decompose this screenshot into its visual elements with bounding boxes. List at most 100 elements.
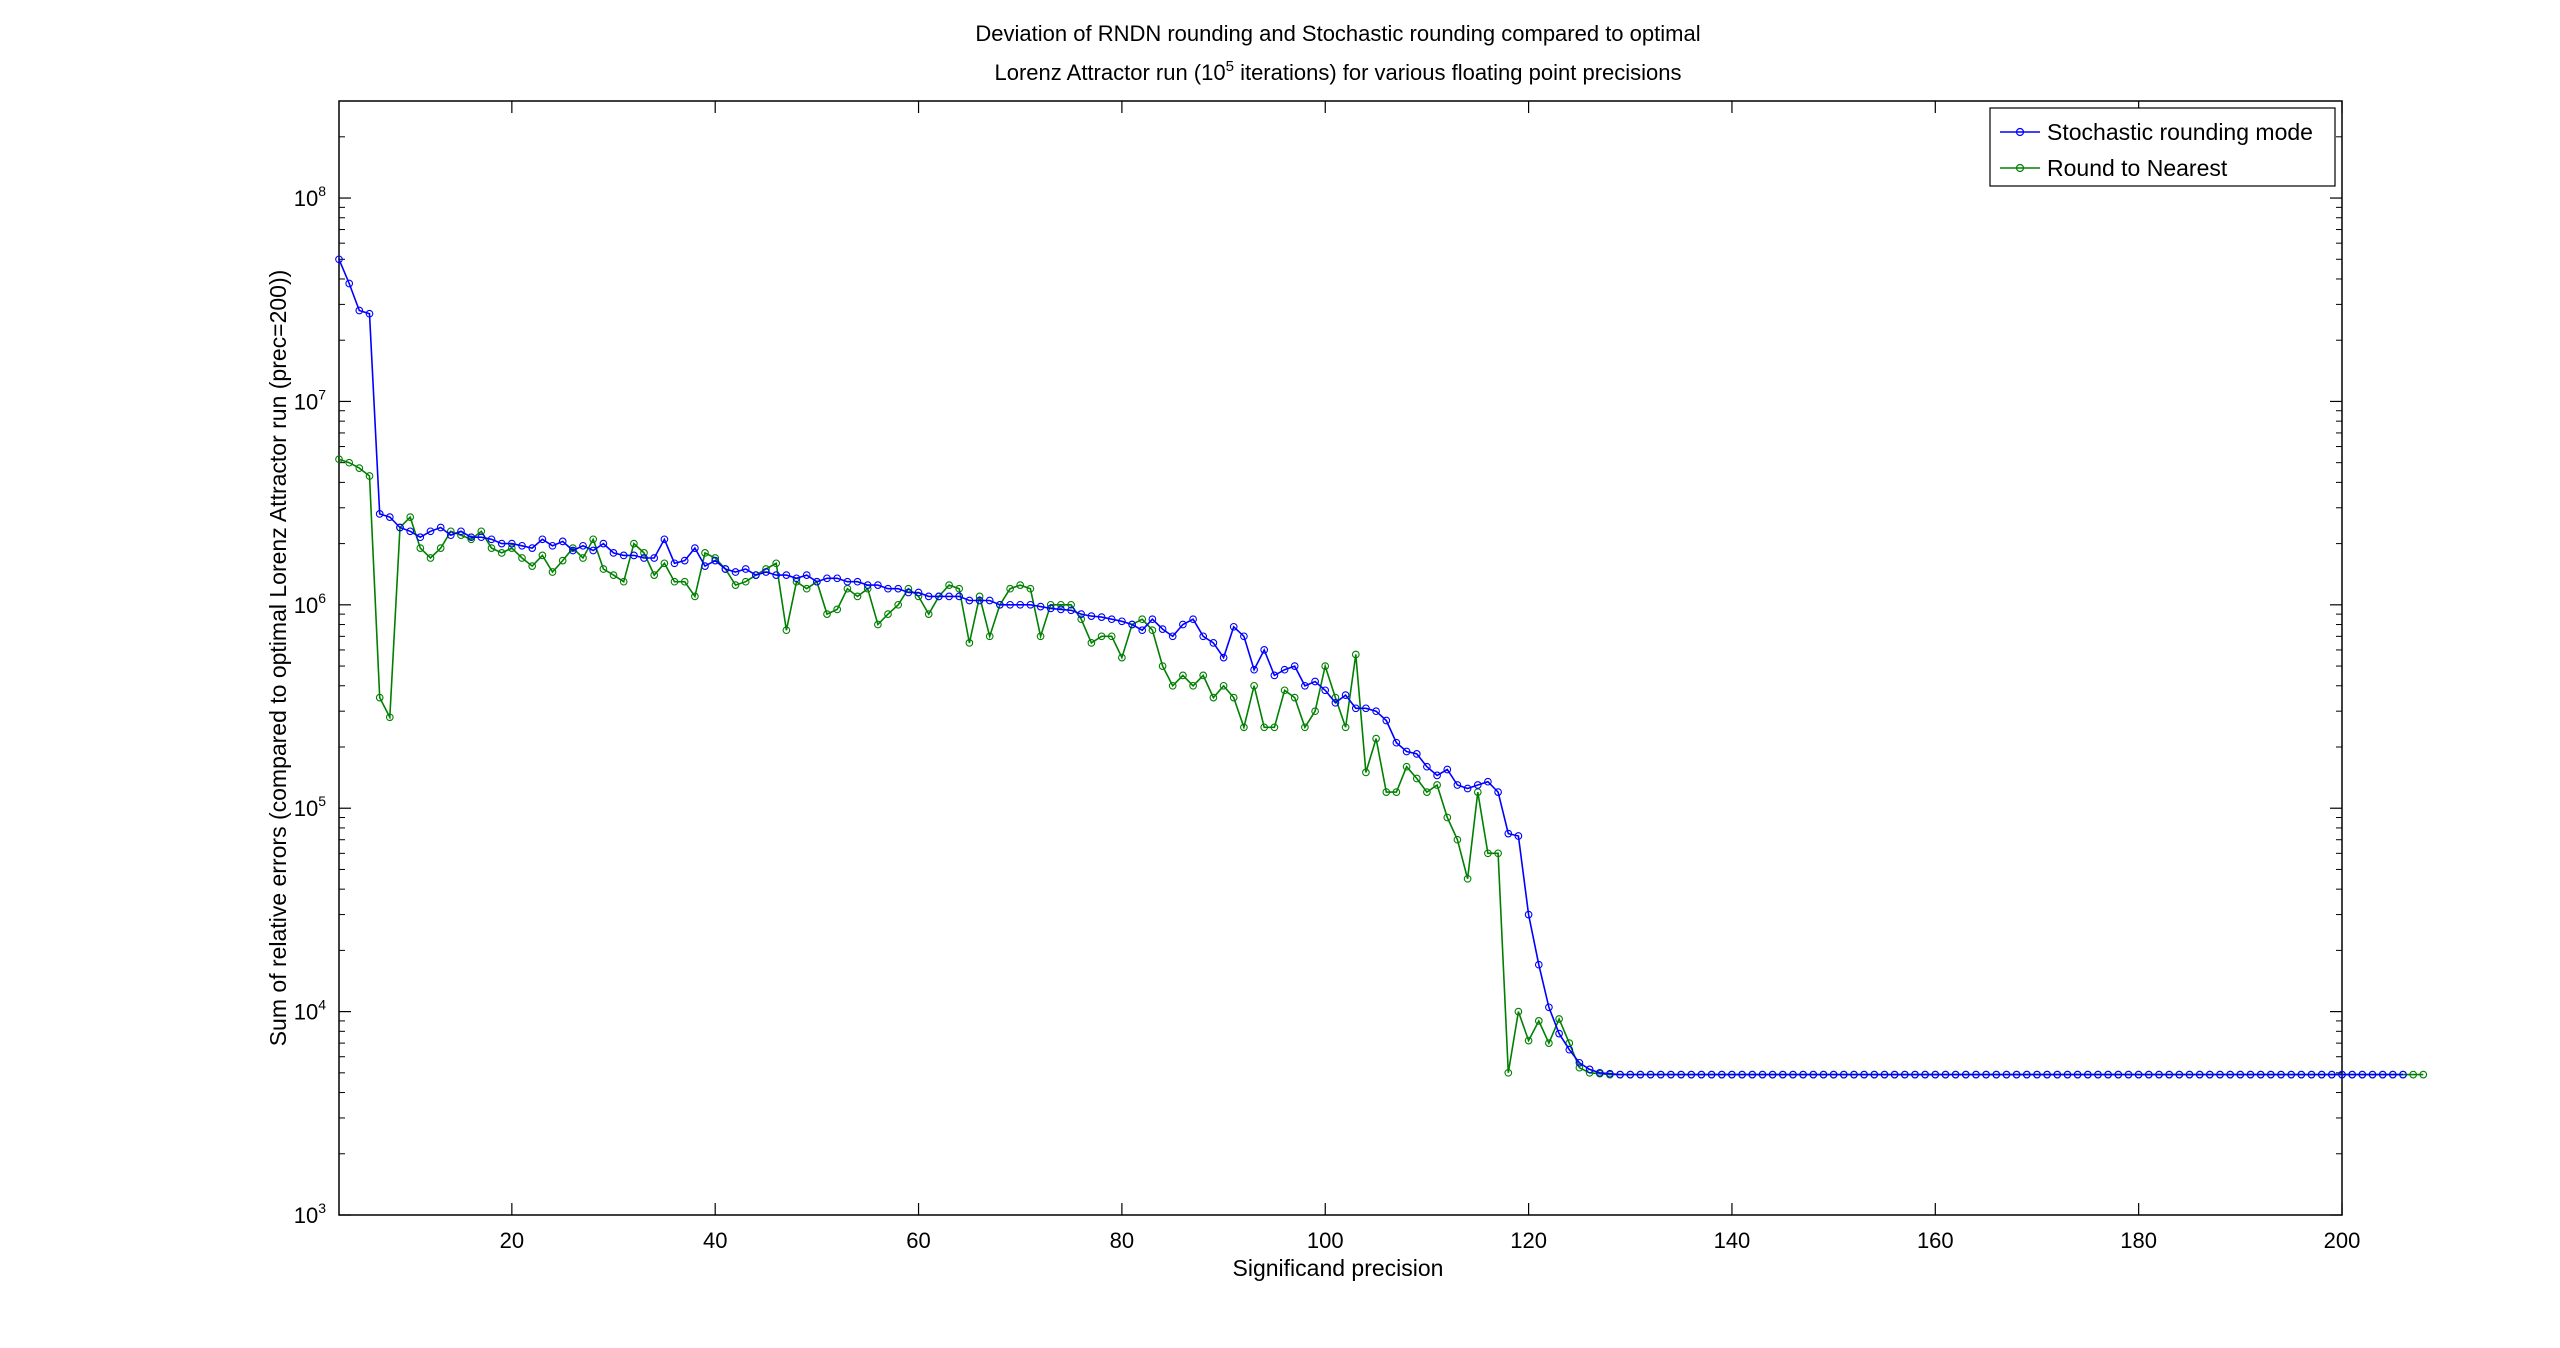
data-point-stochastic	[2338, 1070, 2346, 1079]
data-point-nearest	[640, 549, 648, 557]
data-point-stochastic	[1341, 691, 1350, 699]
data-point-nearest	[802, 584, 811, 593]
data-point-nearest	[1433, 781, 1441, 789]
data-point-stochastic	[1850, 1070, 1858, 1079]
data-point-nearest	[436, 544, 445, 552]
data-point-nearest	[1250, 681, 1258, 690]
data-point-nearest	[1555, 1015, 1563, 1023]
data-point-nearest	[1351, 650, 1360, 659]
data-point-nearest	[924, 610, 933, 618]
data-point-nearest	[1270, 723, 1279, 732]
data-point-stochastic	[670, 559, 679, 568]
data-point-nearest	[579, 554, 587, 562]
data-point-nearest	[1107, 632, 1116, 641]
y-tick-label: 106	[294, 590, 326, 618]
data-point-nearest	[1382, 788, 1391, 796]
data-point-nearest	[884, 610, 892, 618]
data-point-stochastic	[2073, 1070, 2082, 1079]
data-point-nearest	[1524, 1036, 1533, 1045]
series-layer	[335, 255, 2428, 1079]
data-point-stochastic	[1575, 1058, 1584, 1067]
title-part-b: iterations) for various floating point p…	[1234, 60, 1682, 85]
x-tick-label: 160	[1917, 1228, 1954, 1253]
data-point-nearest	[355, 464, 364, 472]
data-point-nearest	[1260, 723, 1269, 732]
data-point-stochastic	[1992, 1070, 2001, 1079]
data-point-nearest	[874, 620, 882, 629]
data-point-nearest	[487, 544, 496, 552]
data-point-nearest	[609, 571, 618, 579]
data-point-nearest	[1545, 1039, 1553, 1047]
data-point-stochastic	[1412, 750, 1421, 758]
data-point-stochastic	[2033, 1070, 2041, 1079]
data-point-stochastic	[2368, 1070, 2377, 1079]
data-point-stochastic	[884, 584, 892, 593]
data-point-nearest	[416, 544, 425, 552]
data-point-stochastic	[1626, 1070, 1635, 1079]
data-point-stochastic	[507, 539, 516, 548]
data-point-nearest	[782, 626, 791, 635]
data-point-stochastic	[1260, 646, 1269, 654]
data-point-stochastic	[416, 533, 425, 542]
data-point-stochastic	[2155, 1070, 2163, 1079]
data-point-stochastic	[1473, 781, 1482, 789]
data-point-stochastic	[1321, 686, 1330, 695]
data-point-stochastic	[1077, 610, 1086, 618]
data-point-nearest	[345, 458, 354, 467]
data-point-stochastic	[1270, 671, 1279, 680]
legend-label-nearest: Round to Nearest	[2047, 155, 2228, 181]
data-point-stochastic	[2083, 1070, 2092, 1079]
data-point-stochastic	[1290, 662, 1299, 670]
data-point-stochastic	[396, 523, 404, 532]
data-point-stochastic	[1534, 960, 1543, 969]
data-point-stochastic	[1585, 1065, 1594, 1074]
data-point-nearest	[1016, 581, 1025, 589]
data-point-nearest	[1077, 615, 1086, 624]
data-point-nearest	[375, 693, 384, 702]
data-point-stochastic	[1636, 1070, 1645, 1079]
data-point-stochastic	[1941, 1070, 1950, 1079]
data-point-stochastic	[1331, 698, 1340, 707]
data-point-nearest	[467, 535, 476, 544]
data-point-stochastic	[1006, 600, 1014, 609]
data-point-nearest	[1443, 813, 1452, 822]
data-point-nearest	[853, 592, 862, 601]
data-point-stochastic	[894, 584, 903, 593]
data-point-nearest	[477, 527, 486, 536]
data-point-stochastic	[1697, 1070, 1706, 1079]
y-tick-label: 104	[294, 997, 326, 1025]
data-point-stochastic	[2399, 1070, 2407, 1079]
data-point-stochastic	[1087, 612, 1096, 620]
data-point-stochastic	[1301, 681, 1309, 690]
data-point-nearest	[1484, 849, 1492, 858]
data-point-nearest	[1199, 671, 1208, 680]
data-point-stochastic	[345, 279, 354, 288]
data-point-stochastic	[1524, 910, 1533, 919]
data-point-nearest	[1412, 774, 1421, 783]
data-point-stochastic	[945, 592, 953, 601]
data-point-nearest	[1372, 734, 1380, 743]
data-point-stochastic	[711, 556, 720, 565]
data-point-stochastic	[2124, 1070, 2133, 1079]
data-point-stochastic	[802, 571, 811, 579]
data-point-stochastic	[2287, 1070, 2296, 1079]
data-point-stochastic	[1280, 665, 1289, 674]
data-point-stochastic	[650, 554, 659, 562]
data-point-nearest	[1494, 849, 1502, 858]
data-point-stochastic	[1717, 1070, 1726, 1079]
y-ticks: 103 104 105 106 107 108	[294, 136, 2342, 1228]
data-point-stochastic	[721, 565, 730, 573]
data-point-nearest	[945, 581, 953, 589]
chart-title-line1: Deviation of RNDN rounding and Stochasti…	[975, 21, 1700, 46]
data-point-nearest	[691, 592, 699, 601]
data-point-stochastic	[2175, 1070, 2184, 1079]
x-tick-label: 140	[1714, 1228, 1751, 1253]
data-point-stochastic	[1809, 1070, 1818, 1079]
data-point-stochastic	[1107, 615, 1116, 624]
data-point-nearest	[538, 551, 547, 560]
data-point-stochastic	[2226, 1070, 2235, 1079]
data-point-stochastic	[2053, 1070, 2062, 1079]
data-point-nearest	[1402, 762, 1411, 771]
data-point-stochastic	[1168, 632, 1177, 641]
